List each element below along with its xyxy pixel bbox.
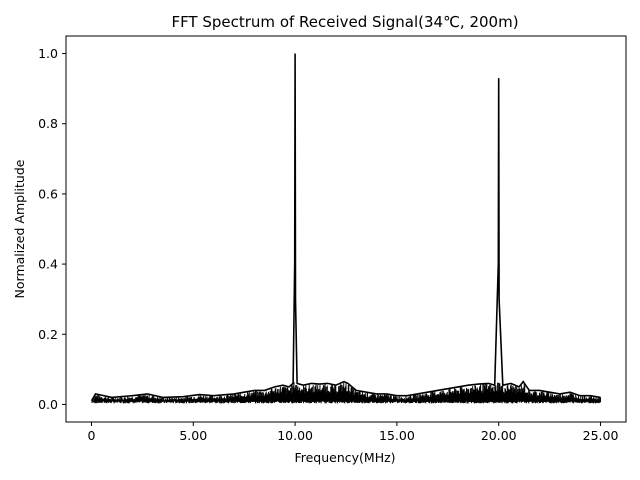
x-tick-label: 25.00 bbox=[583, 428, 619, 443]
plot-area bbox=[90, 53, 602, 404]
y-tick-label: 0.0 bbox=[38, 397, 58, 412]
x-tick-label: 5.00 bbox=[179, 428, 207, 443]
y-axis: 0.0 0.2 0.4 0.6 0.8 1.0 bbox=[38, 46, 66, 412]
y-tick-label: 0.8 bbox=[38, 116, 58, 131]
x-axis-label: Frequency(MHz) bbox=[294, 450, 395, 465]
chart-title: FFT Spectrum of Received Signal(34℃, 200… bbox=[171, 13, 518, 31]
x-tick-label: 10.00 bbox=[277, 428, 313, 443]
y-tick-label: 1.0 bbox=[38, 46, 58, 61]
y-axis-label: Normalized Amplitude bbox=[12, 159, 27, 298]
y-tick-label: 0.4 bbox=[38, 257, 58, 272]
spectrum-series-line bbox=[90, 53, 601, 402]
x-tick-label: 0 bbox=[87, 428, 95, 443]
y-tick-label: 0.2 bbox=[38, 327, 58, 342]
y-tick-label: 0.6 bbox=[38, 186, 58, 201]
spectrum-noise-band bbox=[90, 381, 602, 404]
x-tick-label: 15.00 bbox=[379, 428, 415, 443]
plot-frame bbox=[65, 35, 627, 423]
x-axis: 0 5.00 10.00 15.00 20.00 25.00 bbox=[87, 422, 618, 443]
x-tick-label: 20.00 bbox=[481, 428, 517, 443]
